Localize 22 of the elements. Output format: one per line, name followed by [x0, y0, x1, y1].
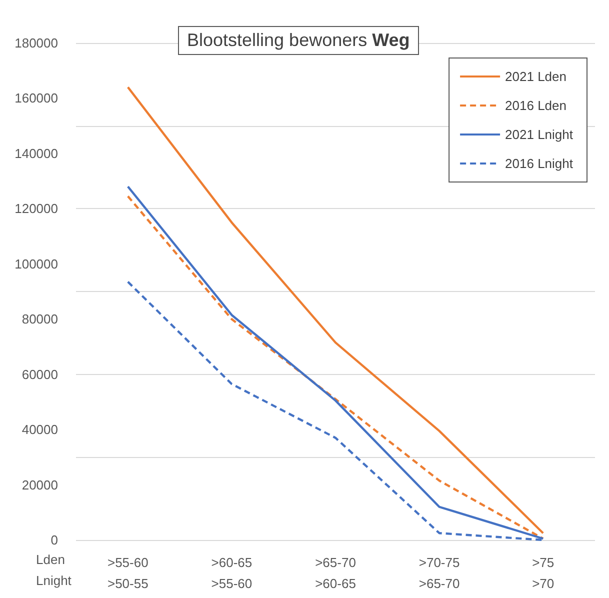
y-tick-label: 40000: [22, 422, 58, 438]
text: Lnight: [36, 573, 72, 588]
x-tick-label: >60-65 >55-60: [211, 555, 252, 591]
y-tick-label: 160000: [14, 90, 58, 106]
y-tick-label: 0: [50, 532, 58, 548]
legend-label: 2021 Lnight: [505, 127, 574, 142]
y-tick-label: 20000: [22, 477, 58, 492]
text: Lden: [36, 552, 65, 567]
chart-title: Blootstelling bewoners Weg: [187, 30, 410, 50]
x-tick-label: >55-60 >50-55: [107, 555, 148, 591]
legend-label: 2016 Lden: [505, 98, 566, 113]
legend-label: 2021 Lden: [505, 69, 566, 84]
y-tick-label: 80000: [22, 312, 58, 327]
y-tick-label: 100000: [14, 256, 58, 272]
x-tick-label: >65-70 >60-65: [315, 555, 356, 591]
y-tick-label: 140000: [14, 146, 58, 161]
legend-label: 2016 Lnight: [505, 156, 574, 171]
y-tick-label: 180000: [14, 36, 58, 50]
x-tick-label: >75 >70: [532, 555, 554, 591]
y-tick-label: 60000: [22, 366, 58, 382]
x-tick-label: >70-75 >65-70: [418, 555, 460, 591]
y-tick-label: 120000: [14, 201, 58, 216]
